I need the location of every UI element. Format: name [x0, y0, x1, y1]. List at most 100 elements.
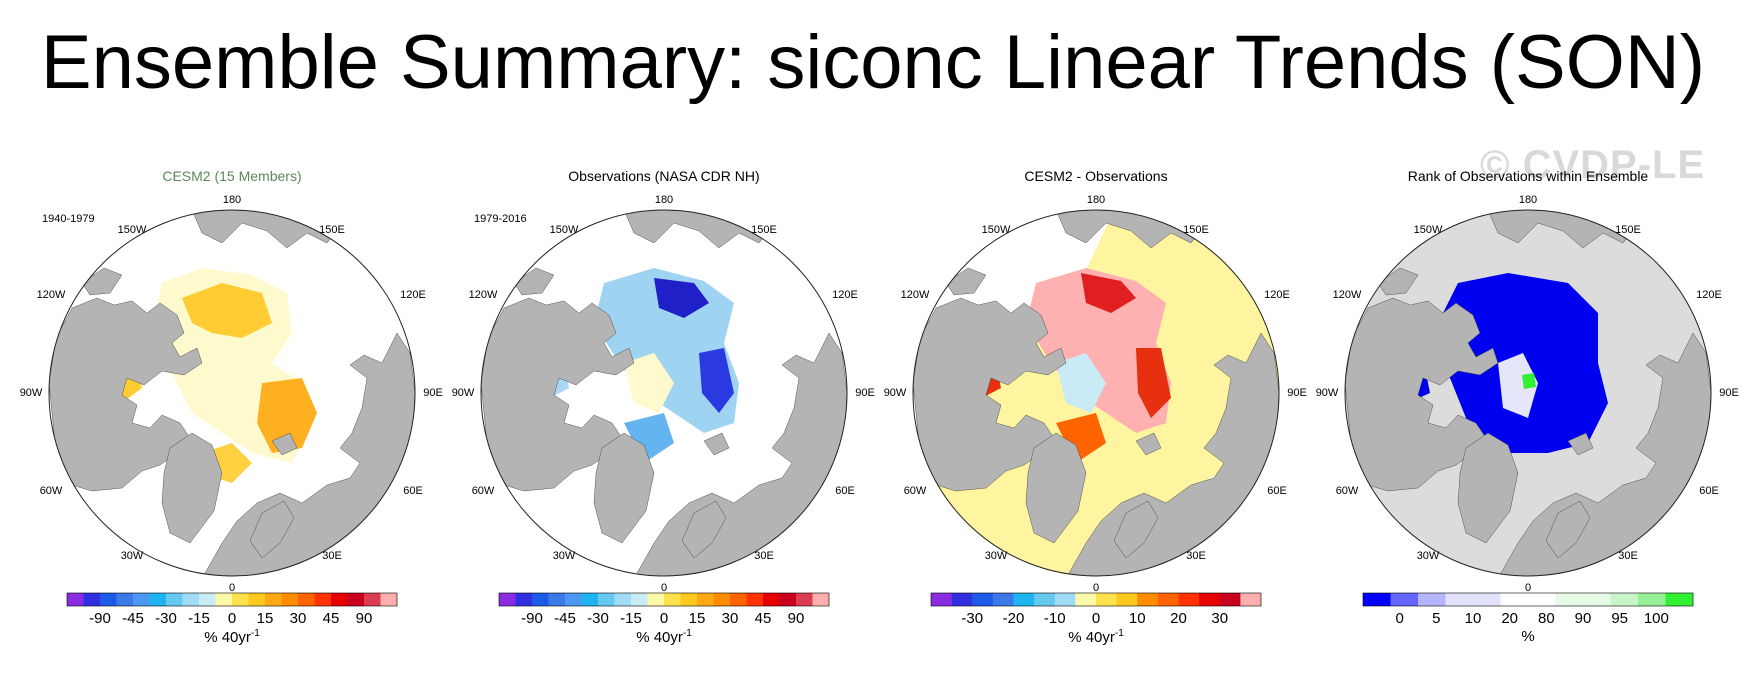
longitude-label: 90W: [451, 387, 475, 399]
colorbar-tick-label: -20: [1002, 610, 1025, 627]
colorbar-swatch: [548, 593, 566, 606]
land-mass: [1135, 432, 1162, 456]
sea-ice-trend-area: [1136, 348, 1171, 418]
colorbar-tick-label: 90: [787, 610, 805, 627]
land-mass: [593, 432, 655, 544]
colorbar-tick-label: 30: [289, 610, 307, 627]
land-mass: [703, 432, 730, 456]
colorbar-swatch: [763, 593, 780, 606]
longitude-label: 90W: [883, 387, 907, 399]
colorbar-swatch: [1178, 593, 1200, 606]
colorbar-swatch: [746, 593, 764, 606]
colorbar-swatch: [1445, 593, 1474, 606]
colorbar-swatch: [1013, 593, 1035, 606]
longitude-label: 120W: [36, 289, 66, 301]
colorbar-swatch: [812, 593, 830, 606]
colorbar-swatch: [532, 593, 549, 606]
colorbar-tick-label: -45: [554, 610, 576, 627]
longitude-label: 150E: [1183, 224, 1209, 236]
colorbar-swatch: [199, 593, 216, 606]
colorbar-swatch: [215, 593, 233, 606]
land-mass: [1457, 432, 1519, 544]
longitude-label: 0: [228, 582, 236, 594]
colorbar-tick-label: -90: [521, 610, 543, 627]
land-mass: [913, 297, 1067, 492]
colorbar-swatch: [992, 593, 1014, 606]
watermark: © CVDP-LE: [1480, 143, 1706, 187]
sea-ice-trend-area: [1056, 353, 1106, 413]
colorbar-tick-label: -30: [155, 610, 177, 627]
longitude-label: 60E: [835, 485, 855, 497]
map-boundary: [48, 209, 416, 577]
longitude-label: 120E: [1696, 289, 1722, 301]
colorbar-tick-label: 30: [721, 610, 739, 627]
colorbar-swatch: [380, 593, 398, 606]
colorbar-tick-label: -90: [89, 610, 111, 627]
longitude-label: 120E: [1264, 289, 1290, 301]
colorbar-tick-label: 90: [355, 610, 373, 627]
land-mass: [271, 432, 298, 456]
colorbar-swatch: [232, 593, 249, 606]
longitude-label: 180: [1086, 194, 1106, 206]
colorbar-tick-label: -15: [188, 610, 210, 627]
colorbar-swatch: [972, 593, 994, 606]
colorbar-tick-label: -30: [961, 610, 984, 627]
colorbar-tick-label: 100: [1643, 610, 1669, 627]
colorbar-swatch: [298, 593, 315, 606]
colorbar-swatch: [1665, 593, 1694, 606]
colorbar-swatch: [796, 593, 813, 606]
colorbar-tick-label: 80: [1537, 610, 1555, 627]
colorbar-swatch: [565, 593, 582, 606]
land-mass: [1377, 267, 1419, 296]
colorbar-tick-label: 0: [1091, 610, 1101, 627]
colorbar-swatch: [1199, 593, 1221, 606]
colorbar-border: [498, 592, 830, 607]
colorbar-tick-label: 0: [659, 610, 669, 627]
colorbar-tick-label: 30: [1211, 610, 1229, 627]
land-mass: [249, 500, 295, 559]
longitude-label: 0: [1524, 582, 1532, 594]
longitude-label: 30E: [1618, 550, 1638, 562]
longitude-label: 60E: [1699, 485, 1719, 497]
panel-title: Observations (NASA CDR NH): [568, 168, 760, 184]
land-mass: [49, 297, 203, 492]
colorbar-swatch: [614, 593, 632, 606]
colorbar-swatch: [265, 593, 282, 606]
colorbar-swatch: [931, 593, 952, 606]
land-mass: [1345, 297, 1499, 492]
longitude-label: 60W: [903, 485, 927, 497]
longitude-label: 150E: [751, 224, 777, 236]
colorbar-swatch: [1473, 593, 1501, 606]
longitude-label: 0: [660, 582, 668, 594]
colorbar-swatch: [166, 593, 183, 606]
colorbar-tick-label: 0: [227, 610, 237, 627]
longitude-label: 90E: [855, 387, 875, 399]
colorbar-swatch: [1034, 593, 1056, 606]
land-mass: [481, 297, 635, 492]
colorbar-tick-label: 15: [688, 610, 706, 627]
colorbar-tick-label: 45: [322, 610, 340, 627]
colorbar-swatch: [281, 593, 299, 606]
colorbar-swatch: [149, 593, 167, 606]
page-title: Ensemble Summary: siconc Linear Trends (…: [40, 20, 1706, 105]
longitude-label: 180: [222, 194, 242, 206]
longitude-label: 180: [654, 194, 674, 206]
longitude-label: 30E: [754, 550, 774, 562]
longitude-label: 30W: [984, 550, 1008, 562]
colorbar-swatch: [713, 593, 731, 606]
colorbar-swatch: [1638, 593, 1666, 606]
longitude-label: 120W: [900, 289, 930, 301]
colorbar-units: %: [1521, 628, 1535, 645]
panel-title: CESM2 (15 Members): [162, 168, 302, 184]
sea-ice-trend-area: [699, 348, 734, 413]
colorbar-tick-label: 0: [1395, 610, 1404, 627]
map-panel-3: CESM2 - Observations 180 0 150W 150E 120W 120E…: [883, 160, 1307, 646]
colorbar-swatch: [647, 593, 665, 606]
colorbar-swatch: [248, 593, 266, 606]
longitude-label: 60E: [1267, 485, 1287, 497]
sea-ice-trend-area: [1498, 353, 1538, 418]
colorbar-swatch: [67, 593, 84, 606]
polar-map: [48, 209, 416, 577]
period-label: 1979-2016: [474, 213, 527, 225]
colorbar-swatch: [1137, 593, 1159, 606]
